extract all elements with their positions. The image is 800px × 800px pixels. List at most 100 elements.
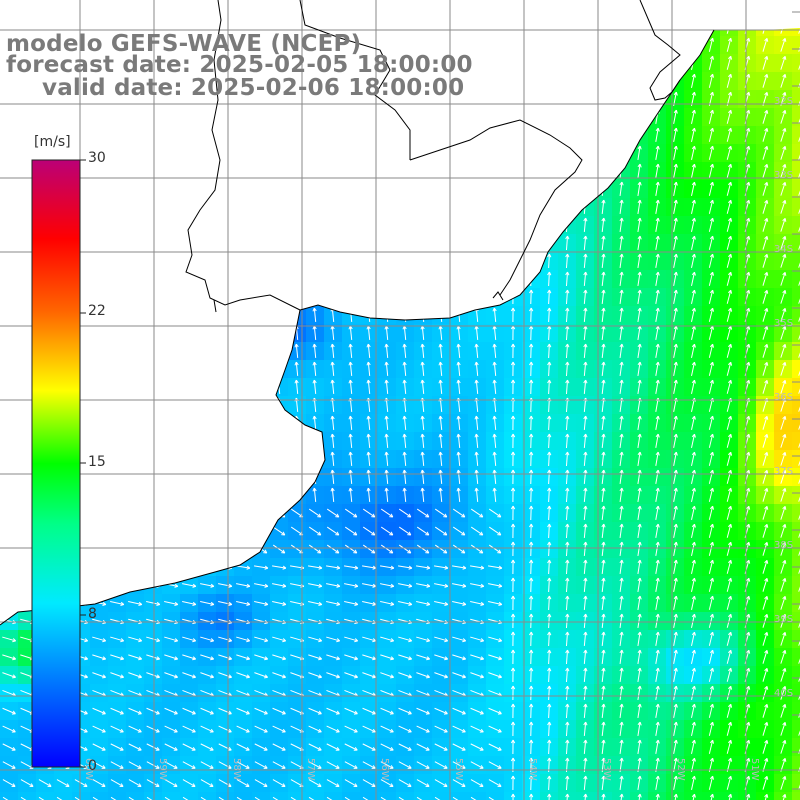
longitude-label: 51W	[749, 758, 760, 781]
speed-cell	[792, 324, 800, 343]
longitude-label: 52W	[675, 758, 686, 781]
speed-cell	[792, 288, 800, 307]
latitude-label: 39S	[774, 614, 793, 625]
speed-cell	[792, 486, 800, 505]
speed-cell	[792, 180, 800, 199]
speed-cell	[792, 756, 800, 775]
latitude-label: 40S	[774, 688, 793, 699]
speed-cell	[792, 90, 800, 109]
title-valid-date: valid date: 2025-02-06 18:00:00	[42, 75, 465, 101]
speed-cell	[792, 144, 800, 163]
speed-cell	[792, 648, 800, 667]
speed-cell	[792, 72, 800, 91]
colorbar-tick-label: 8	[88, 606, 97, 622]
latitude-label: 37S	[774, 466, 793, 477]
speed-cell	[432, 792, 451, 800]
longitude-label: 58W	[231, 758, 242, 781]
colorbar-tick-label: 15	[88, 454, 106, 470]
longitude-label: 56W	[379, 758, 390, 781]
speed-cell	[792, 414, 800, 433]
speed-cell	[792, 576, 800, 595]
speed-cell	[180, 792, 199, 800]
speed-cell	[198, 792, 217, 800]
speed-cell	[792, 432, 800, 451]
speed-cell	[486, 792, 505, 800]
speed-cell	[792, 504, 800, 523]
speed-cell	[792, 270, 800, 289]
speed-cell	[54, 792, 73, 800]
speed-cell	[792, 594, 800, 613]
speed-cell	[414, 792, 433, 800]
speed-cell	[792, 540, 800, 559]
speed-cell	[792, 684, 800, 703]
speed-cell	[792, 378, 800, 397]
colorbar-tick-label: 30	[88, 150, 106, 166]
speed-cell	[792, 630, 800, 649]
speed-cell	[162, 792, 181, 800]
speed-cell	[792, 108, 800, 127]
speed-cell	[216, 792, 235, 800]
speed-cell	[792, 774, 800, 793]
latitude-label: 34S	[774, 244, 793, 255]
speed-cell	[792, 342, 800, 361]
longitude-label: 55W	[453, 758, 464, 781]
colorbar-unit-label: [m/s]	[34, 134, 71, 150]
speed-cell	[738, 28, 757, 37]
speed-cell	[36, 792, 55, 800]
speed-cell	[792, 612, 800, 631]
speed-cell	[252, 792, 271, 800]
longitude-label: 59W	[157, 758, 168, 781]
speed-cell	[792, 720, 800, 739]
longitude-label: 57W	[305, 758, 316, 781]
speed-cell	[108, 792, 127, 800]
colorbar-tick-label: 0	[88, 758, 97, 774]
speed-cell	[792, 126, 800, 145]
colorbar-tick-label: 22	[88, 303, 106, 319]
speed-cell	[396, 792, 415, 800]
speed-cell	[792, 666, 800, 685]
speed-cell	[792, 792, 800, 800]
speed-cell	[792, 360, 800, 379]
speed-cell	[792, 234, 800, 253]
speed-cell	[756, 28, 775, 37]
speed-cell	[72, 792, 91, 800]
speed-cell	[342, 792, 361, 800]
speed-cell	[306, 792, 325, 800]
speed-cell	[90, 792, 109, 800]
latitude-label: 38S	[774, 540, 793, 551]
speed-cell	[792, 252, 800, 271]
speed-cell	[792, 198, 800, 217]
colorbar	[31, 159, 86, 768]
latitude-label: 35S	[774, 318, 793, 329]
longitude-label: 53W	[601, 758, 612, 781]
speed-cell	[0, 792, 19, 800]
speed-cell	[270, 792, 289, 800]
speed-cell	[288, 792, 307, 800]
speed-cell	[792, 28, 800, 37]
title-forecast-date: forecast date: 2025-02-05 18:00:00	[6, 52, 473, 78]
speed-cell	[144, 792, 163, 800]
speed-cell	[720, 28, 739, 37]
speed-cell	[774, 28, 793, 37]
speed-cell	[378, 792, 397, 800]
speed-cell	[792, 468, 800, 487]
speed-cell	[792, 450, 800, 469]
speed-cell	[792, 54, 800, 73]
latitude-label: 33S	[774, 170, 793, 181]
speed-cell	[450, 792, 469, 800]
speed-cell	[792, 702, 800, 721]
speed-cell	[792, 738, 800, 757]
speed-cell	[18, 792, 37, 800]
latitude-label: 36S	[774, 392, 793, 403]
speed-cell	[792, 522, 800, 541]
longitude-label: 54W	[527, 758, 538, 781]
speed-cell	[234, 792, 253, 800]
speed-cell	[126, 792, 145, 800]
speed-cell	[792, 306, 800, 325]
speed-cell	[792, 216, 800, 235]
latitude-label: 32S	[774, 96, 793, 107]
speed-cell	[792, 396, 800, 415]
speed-cell	[792, 162, 800, 181]
speed-cell	[324, 792, 343, 800]
